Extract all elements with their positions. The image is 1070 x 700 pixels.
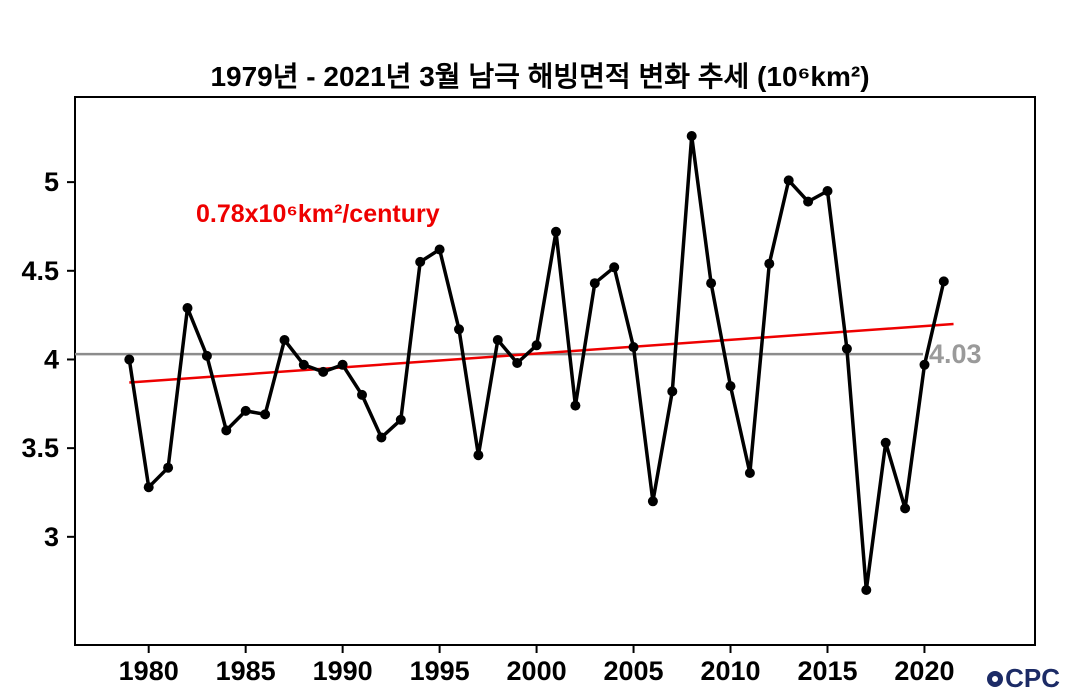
mean-label: 4.03 (929, 339, 982, 369)
svg-text:3.5: 3.5 (21, 433, 59, 463)
svg-text:2020: 2020 (894, 656, 954, 686)
chart-title: 1979년 - 2021년 3월 남극 해빙면적 변화 추세 (10⁶km²) (210, 61, 869, 92)
cpc-logo-text: CPC (1005, 663, 1060, 693)
plot-layer: 3 3.5 4 4.5 5 1980 1985 1990 1995 2000 2005 2010 201… (21, 96, 1036, 686)
svg-text:4: 4 (44, 344, 59, 374)
svg-text:1985: 1985 (216, 656, 276, 686)
svg-text:1995: 1995 (410, 656, 470, 686)
svg-text:2000: 2000 (507, 656, 567, 686)
trend-annotation: 0.78x10⁶km²/century (196, 200, 440, 228)
svg-text:3: 3 (44, 522, 59, 552)
svg-text:1980: 1980 (119, 656, 179, 686)
cpc-logo: CPC (987, 663, 1060, 694)
svg-text:1990: 1990 (313, 656, 373, 686)
svg-text:2005: 2005 (604, 656, 664, 686)
svg-text:4.5: 4.5 (21, 256, 59, 286)
svg-text:2015: 2015 (797, 656, 857, 686)
svg-text:2010: 2010 (700, 656, 760, 686)
cpc-globe-icon (987, 670, 1004, 687)
svg-text:5: 5 (44, 167, 59, 197)
